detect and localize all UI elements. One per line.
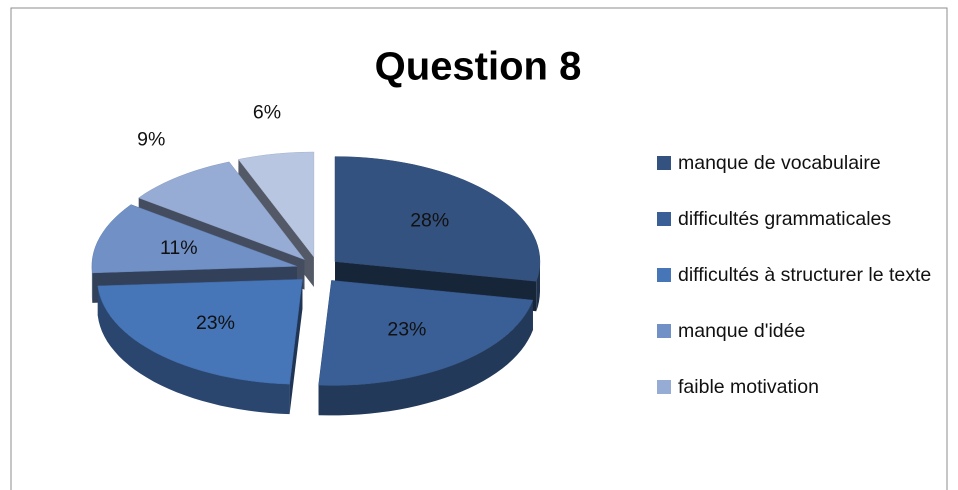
legend-swatch [657, 212, 671, 226]
legend-swatch [657, 324, 671, 338]
pie [91, 151, 541, 416]
slice [138, 161, 306, 261]
chart-title: Question 8 [375, 45, 582, 89]
slice [97, 279, 303, 385]
data-label: 9% [137, 129, 165, 151]
slice [91, 204, 297, 274]
legend-swatch [657, 380, 671, 394]
legend-item: faible motivation [657, 370, 942, 404]
legend-label: difficultés à structurer le texte [678, 264, 932, 286]
data-label: 6% [253, 101, 281, 123]
slice-wall [289, 279, 303, 415]
legend-label: difficultés grammaticales [678, 208, 892, 230]
legend-swatch [657, 156, 671, 170]
data-label: 28% [410, 210, 449, 232]
slice-side [536, 261, 540, 312]
legend-item: manque de vocabulaire [657, 146, 942, 180]
legend: manque de vocabulaire difficultés grammat… [657, 146, 942, 404]
legend-label: faible motivation [678, 376, 819, 398]
legend-label: manque d'idée [678, 320, 806, 342]
data-label: 23% [196, 312, 235, 334]
legend-swatch [657, 268, 671, 282]
slice [318, 280, 534, 386]
slice-side [318, 300, 533, 416]
legend-item: difficultés à structurer le texte [657, 258, 942, 292]
legend-label: manque de vocabulaire [678, 152, 881, 174]
slice [334, 156, 541, 282]
legend-item: difficultés grammaticales [657, 202, 942, 236]
data-label: 23% [387, 318, 426, 340]
slice-side [97, 285, 290, 415]
data-labels: 28% 23% 23% 11% 9% 6% [137, 101, 449, 340]
legend-item: manque d'idée [657, 314, 942, 348]
data-label: 11% [160, 237, 198, 259]
slice [237, 151, 315, 258]
